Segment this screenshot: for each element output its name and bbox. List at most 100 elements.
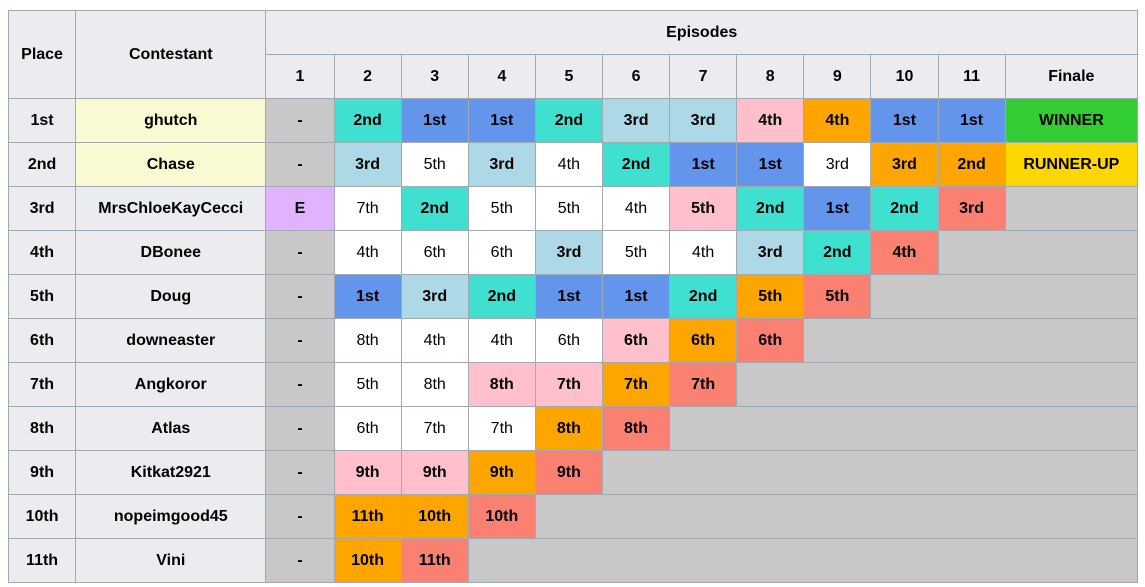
result-cell: 2nd <box>736 186 805 231</box>
result-cell: 6th <box>467 230 536 275</box>
result-cell: - <box>265 362 335 407</box>
result-cell: 5th <box>400 142 469 187</box>
column-header: 2 <box>333 54 402 99</box>
contestant-row: 5th Doug -1st 3rd 2nd 1st 1st 2nd 5th 5th <box>7 274 1138 319</box>
result-cell: 3rd <box>736 230 805 275</box>
result-cell: 3rd <box>937 186 1006 231</box>
empty-cell <box>937 230 1139 275</box>
result-cell: 3rd <box>467 142 536 187</box>
column-header: 5 <box>534 54 603 99</box>
result-cell: 2nd <box>467 274 536 319</box>
result-cell: 4th <box>601 186 671 231</box>
episodes-header: Episodes <box>265 10 1138 55</box>
column-header: Finale <box>1004 54 1139 99</box>
empty-cell <box>467 538 1139 583</box>
result-cell: 3rd <box>803 142 872 187</box>
result-cell: 8th <box>467 362 536 407</box>
result-cell: 11th <box>400 538 469 583</box>
contestant-cell: Kitkat2921 <box>75 450 267 495</box>
result-cell: 5th <box>736 274 805 319</box>
result-cell: 1st <box>803 186 872 231</box>
place-cell: 1st <box>7 98 77 143</box>
column-header: 4 <box>467 54 536 99</box>
column-header: 3 <box>400 54 469 99</box>
result-cell: 4th <box>870 230 939 275</box>
place-cell: 2nd <box>7 142 77 187</box>
result-cell: 3rd <box>870 142 939 187</box>
result-cell: 4th <box>467 318 536 363</box>
result-cell: 1st <box>467 98 536 143</box>
result-cell: 1st <box>870 98 939 143</box>
contestant-cell: Chase <box>75 142 267 187</box>
result-cell: 7th <box>333 186 402 231</box>
place-cell: 7th <box>7 362 77 407</box>
result-cell: 9th <box>534 450 603 495</box>
result-cell: - <box>265 538 335 583</box>
result-cell: 6th <box>534 318 603 363</box>
result-cell: 6th <box>400 230 469 275</box>
result-cell: 7th <box>669 362 738 407</box>
result-cell: 1st <box>333 274 402 319</box>
column-header: 8 <box>736 54 805 99</box>
result-cell: 1st <box>736 142 805 187</box>
result-cell: 2nd <box>601 142 671 187</box>
contestant-row: 4th DBonee -4th 6th 6th 3rd 5th 4th 3rd 2nd 4th <box>7 230 1139 275</box>
place-cell: 10th <box>7 494 77 539</box>
contestant-row: 1st ghutch -2nd 1st 1st 2nd 3rd 3rd 4th 4th 1st 1st… <box>7 98 1139 143</box>
result-cell: 8th <box>400 362 469 407</box>
result-cell: 5th <box>467 186 536 231</box>
result-cell: 9th <box>467 450 536 495</box>
result-cell: RUNNER-UP <box>1004 142 1139 187</box>
contestant-cell: Doug <box>75 274 267 319</box>
result-cell: 10th <box>333 538 402 583</box>
place-header: Place <box>7 10 77 99</box>
result-cell: 2nd <box>534 98 603 143</box>
contestant-header: Contestant <box>75 10 267 99</box>
contestant-cell: downeaster <box>75 318 267 363</box>
header-row: 1 2 3 4 5 6 7 8 9 10 11 Finale <box>9 54 1139 99</box>
result-cell: 2nd <box>937 142 1006 187</box>
result-cell: 4th <box>534 142 603 187</box>
result-cell: 9th <box>400 450 469 495</box>
place-cell: 4th <box>7 230 77 275</box>
result-cell: 6th <box>601 318 671 363</box>
contestant-cell: Atlas <box>75 406 267 451</box>
result-cell: 5th <box>803 274 872 319</box>
result-cell: 5th <box>669 186 738 231</box>
result-cell: 2nd <box>669 274 738 319</box>
result-cell: 1st <box>669 142 738 187</box>
result-cell: 1st <box>534 274 603 319</box>
place-cell: 6th <box>7 318 77 363</box>
contestant-row: 2nd Chase -3rd 5th 3rd 4th 2nd 1st 1st 3rd 3rd 2nd R… <box>7 142 1139 187</box>
result-cell: 9th <box>333 450 402 495</box>
result-cell: - <box>265 230 335 275</box>
result-cell: 2nd <box>333 98 402 143</box>
result-cell: 1st <box>601 274 671 319</box>
result-cell: 7th <box>467 406 536 451</box>
header-row: Place Contestant Episodes <box>7 10 1138 99</box>
column-header: 1 <box>265 54 335 99</box>
result-cell: 1st <box>937 98 1006 143</box>
result-cell: 2nd <box>400 186 469 231</box>
place-cell: 8th <box>7 406 77 451</box>
empty-cell <box>803 318 1138 363</box>
result-cell: 8th <box>601 406 671 451</box>
result-cell: WINNER <box>1004 98 1139 143</box>
result-cell: 6th <box>669 318 738 363</box>
result-cell: 8th <box>534 406 603 451</box>
place-cell: 5th <box>7 274 77 319</box>
result-cell: 11th <box>333 494 402 539</box>
result-cell: 7th <box>601 362 671 407</box>
place-cell: 3rd <box>7 186 77 231</box>
result-cell: 4th <box>333 230 402 275</box>
contestant-cell: Angkoror <box>75 362 267 407</box>
result-cell: 4th <box>736 98 805 143</box>
empty-cell <box>669 406 1138 451</box>
result-cell: 3rd <box>669 98 738 143</box>
result-cell: 4th <box>669 230 738 275</box>
empty-cell <box>870 274 1138 319</box>
result-cell: - <box>265 142 335 187</box>
column-header: 10 <box>870 54 939 99</box>
result-cell: 6th <box>333 406 402 451</box>
result-cell: 3rd <box>534 230 603 275</box>
